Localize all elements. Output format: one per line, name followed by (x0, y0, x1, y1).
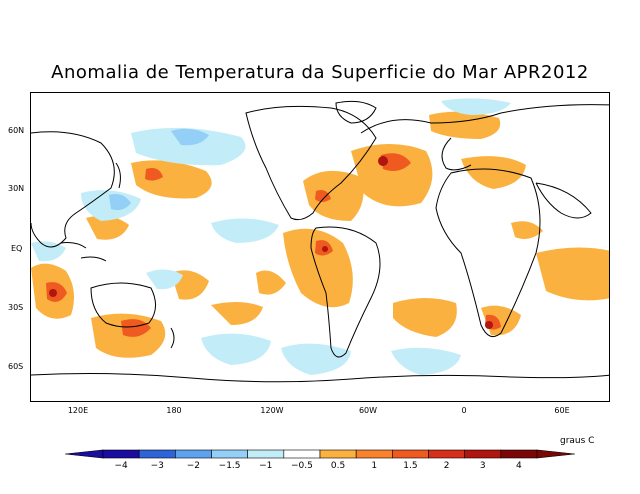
colorbar-tick-label: 1 (371, 461, 378, 471)
colorbar-tick-label: −3 (150, 461, 164, 471)
colorbar-swatch (355, 449, 393, 459)
colorbar-swatch (319, 449, 357, 459)
lat-label-30s: 30S (8, 303, 24, 312)
hot-anomaly-cores (46, 153, 501, 337)
colorbar-swatch (175, 449, 212, 459)
colorbar-swatch (102, 449, 140, 459)
colorbar-swatch (392, 449, 429, 459)
lon-label-120w: 120W (260, 406, 284, 415)
lon-label-0: 0 (461, 406, 467, 415)
colorbar-tick-label: −2 (186, 461, 201, 471)
colorbar-tick-label: −1 (259, 461, 273, 471)
lon-label-120e: 120E (67, 406, 89, 415)
extreme-anomaly-cores (49, 156, 493, 329)
colorbar-swatch (283, 449, 321, 459)
colorbar-tick-label: −0.5 (290, 461, 313, 471)
lon-label-60w: 60W (358, 406, 378, 415)
colorbar-tick-label: 4 (516, 461, 522, 471)
map-title: Anomalia de Temperatura da Superficie do… (51, 62, 589, 83)
lat-label-60n: 60N (8, 126, 25, 135)
colorbar-swatch (428, 449, 465, 459)
colorbar-swatch (247, 449, 285, 459)
lat-label-eq: EQ (11, 244, 23, 253)
sst-anomaly-map (31, 98, 609, 383)
colorbar-tick-label: −1.5 (218, 461, 241, 471)
colorbar-tick-label: 3 (479, 461, 486, 471)
lon-label-180: 180 (166, 406, 182, 415)
colorbar-tick-label: 2 (443, 461, 450, 471)
colorbar-arrow-low (64, 449, 104, 459)
map-panel (30, 92, 610, 402)
colorbar-swatch (500, 449, 538, 459)
colorbar-swatch (211, 449, 248, 459)
coastlines (31, 100, 609, 383)
lat-label-60s: 60S (8, 362, 24, 371)
colorbar-swatch (464, 449, 502, 459)
lon-label-60e: 60E (554, 406, 570, 415)
cold-anomaly-cores (109, 128, 209, 211)
colorbar-swatch (138, 449, 176, 459)
colorbar-arrow-high (536, 449, 576, 459)
colorbar-tick-label: −4 (114, 461, 128, 471)
lat-label-30n: 30N (8, 184, 25, 193)
warm-anomaly-regions (31, 111, 609, 358)
colorbar-tick-label: 0.5 (330, 461, 346, 471)
units-label: graus C (560, 436, 595, 446)
colorbar-tick-label: 1.5 (403, 461, 418, 471)
